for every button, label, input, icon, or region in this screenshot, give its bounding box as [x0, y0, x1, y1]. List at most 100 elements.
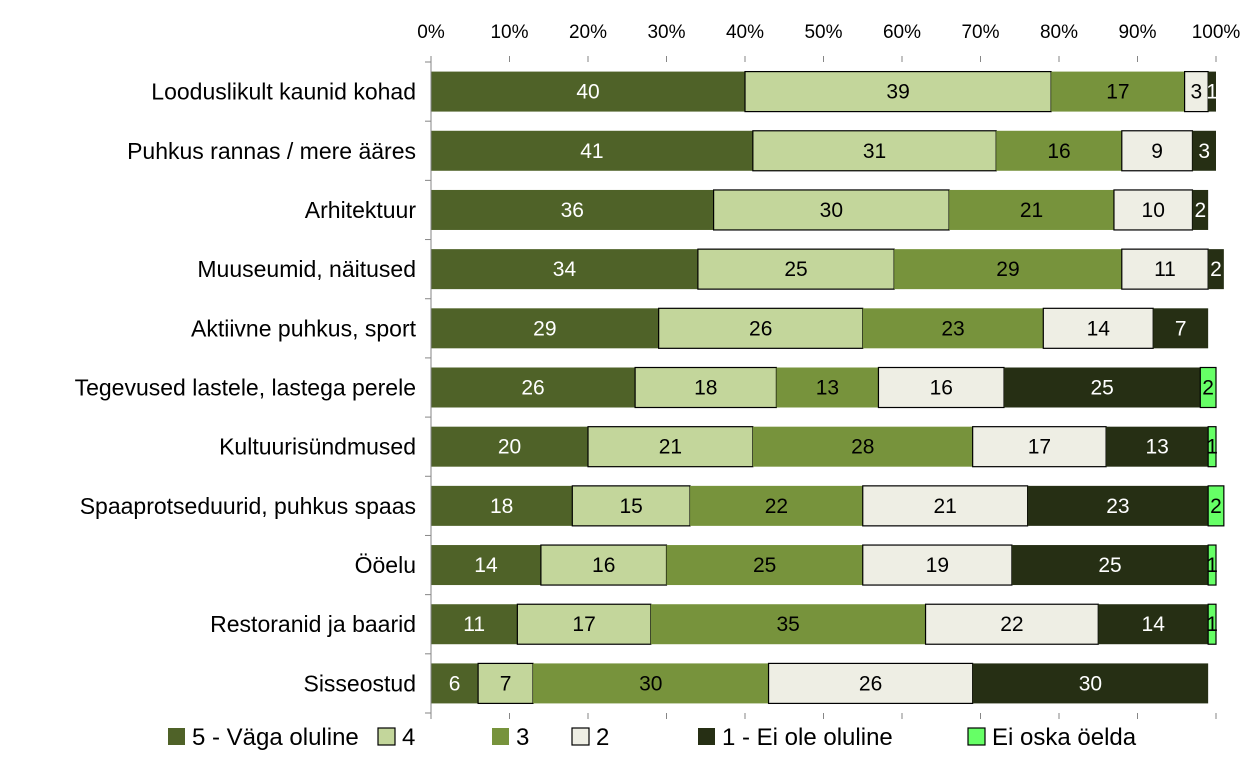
data-label: 30	[1079, 672, 1102, 695]
legend-swatch	[168, 728, 185, 745]
data-label: 9	[1151, 140, 1163, 163]
bar-segment	[431, 189, 714, 230]
bar-segment	[587, 426, 754, 468]
data-label: 29	[533, 317, 556, 340]
legend-label: 2	[596, 724, 609, 751]
data-label: 2	[1210, 495, 1222, 518]
data-label: 31	[863, 140, 886, 163]
data-label: 2	[1210, 258, 1222, 281]
legend-swatch	[571, 727, 590, 746]
bar-segment	[533, 663, 769, 704]
x-tick-label: 70%	[961, 22, 999, 43]
data-label: 16	[1047, 140, 1070, 163]
bar-segment	[1199, 366, 1217, 409]
bar-segment	[1004, 367, 1201, 408]
data-label: 6	[449, 672, 461, 695]
data-label: 21	[933, 495, 956, 518]
data-label: 25	[1098, 554, 1121, 577]
data-label: 3	[1198, 140, 1210, 163]
x-tick-label: 0%	[417, 22, 445, 43]
data-label: 22	[765, 495, 788, 518]
data-label: 34	[553, 258, 577, 281]
bar-segment	[431, 663, 479, 704]
data-label: 21	[659, 436, 682, 459]
data-label: 1	[1206, 554, 1218, 577]
data-label: 14	[474, 554, 498, 577]
data-label: 17	[572, 613, 595, 636]
data-label: 11	[1154, 258, 1176, 281]
data-label: 3	[1191, 81, 1203, 104]
data-label: 25	[784, 258, 807, 281]
bar-segment	[477, 662, 534, 705]
bar-segment	[1106, 426, 1209, 467]
x-tick-label: 90%	[1118, 22, 1156, 43]
bar-segment	[540, 544, 668, 586]
data-label: 15	[619, 495, 642, 518]
bar-segment	[431, 426, 588, 467]
data-label: 17	[1028, 436, 1051, 459]
category-label: Puhkus rannas / mere ääres	[127, 138, 416, 164]
bar-segment	[1207, 603, 1217, 645]
data-label: 23	[941, 317, 964, 340]
bar-segment	[1011, 545, 1209, 586]
bar-segment	[862, 544, 1013, 586]
data-label: 17	[1106, 81, 1129, 104]
x-tick-label: 100%	[1192, 22, 1241, 43]
data-label: 26	[859, 672, 882, 695]
data-label: 16	[592, 554, 615, 577]
bar-segment	[690, 485, 863, 526]
category-label: Arhitektuur	[305, 197, 417, 223]
category-label: Ööelu	[355, 552, 416, 578]
data-label: 40	[576, 81, 599, 104]
bar-segment	[431, 71, 745, 112]
bar-segment	[1207, 544, 1217, 586]
data-label: 1	[1206, 613, 1218, 636]
data-label: 25	[753, 554, 776, 577]
data-label: 2	[1194, 199, 1206, 222]
bar-segment	[666, 545, 863, 586]
data-label: 1	[1206, 436, 1218, 459]
bar-segment	[767, 662, 974, 705]
data-label: 30	[639, 672, 662, 695]
data-label: 1	[1206, 81, 1218, 104]
bar-segment	[1042, 307, 1154, 349]
data-label: 11	[463, 613, 485, 636]
category-label: Aktiivne puhkus, sport	[191, 315, 417, 341]
bar-segment	[972, 426, 1107, 468]
data-label: 10	[1142, 199, 1165, 222]
category-label: Muuseumid, näitused	[197, 256, 416, 282]
bar-segment	[877, 366, 1005, 409]
data-label: 7	[500, 672, 512, 695]
x-tick-label: 20%	[569, 22, 607, 43]
data-label: 29	[996, 258, 1019, 281]
data-label: 16	[930, 377, 953, 400]
data-label: 20	[498, 436, 521, 459]
data-label: 2	[1202, 377, 1214, 400]
bar-segment	[894, 249, 1122, 290]
bar-segment	[996, 130, 1122, 171]
bar-segment	[862, 485, 1029, 527]
data-label: 14	[1087, 317, 1111, 340]
bar-segment	[972, 663, 1209, 704]
category-label: Kultuurisündmused	[219, 434, 416, 460]
bar-segment	[431, 249, 698, 290]
bar-segment	[1207, 485, 1225, 527]
data-label: 36	[561, 199, 584, 222]
bar-segment	[1192, 130, 1216, 171]
data-label: 35	[776, 613, 799, 636]
data-label: 26	[521, 377, 544, 400]
bar-segment	[516, 603, 652, 645]
legend-label: 4	[402, 724, 415, 751]
data-label: 22	[1000, 613, 1023, 636]
data-label: 14	[1142, 613, 1166, 636]
legend-label: 1 - Ei ole oluline	[722, 724, 893, 751]
bar-segment	[431, 545, 541, 586]
bar-segment	[1208, 249, 1224, 290]
legend-swatch	[377, 727, 396, 746]
bar-segment	[697, 248, 895, 290]
data-label: 21	[1020, 199, 1043, 222]
data-label: 26	[749, 317, 772, 340]
bar-segment	[1027, 485, 1209, 526]
bar-segment	[752, 130, 997, 172]
